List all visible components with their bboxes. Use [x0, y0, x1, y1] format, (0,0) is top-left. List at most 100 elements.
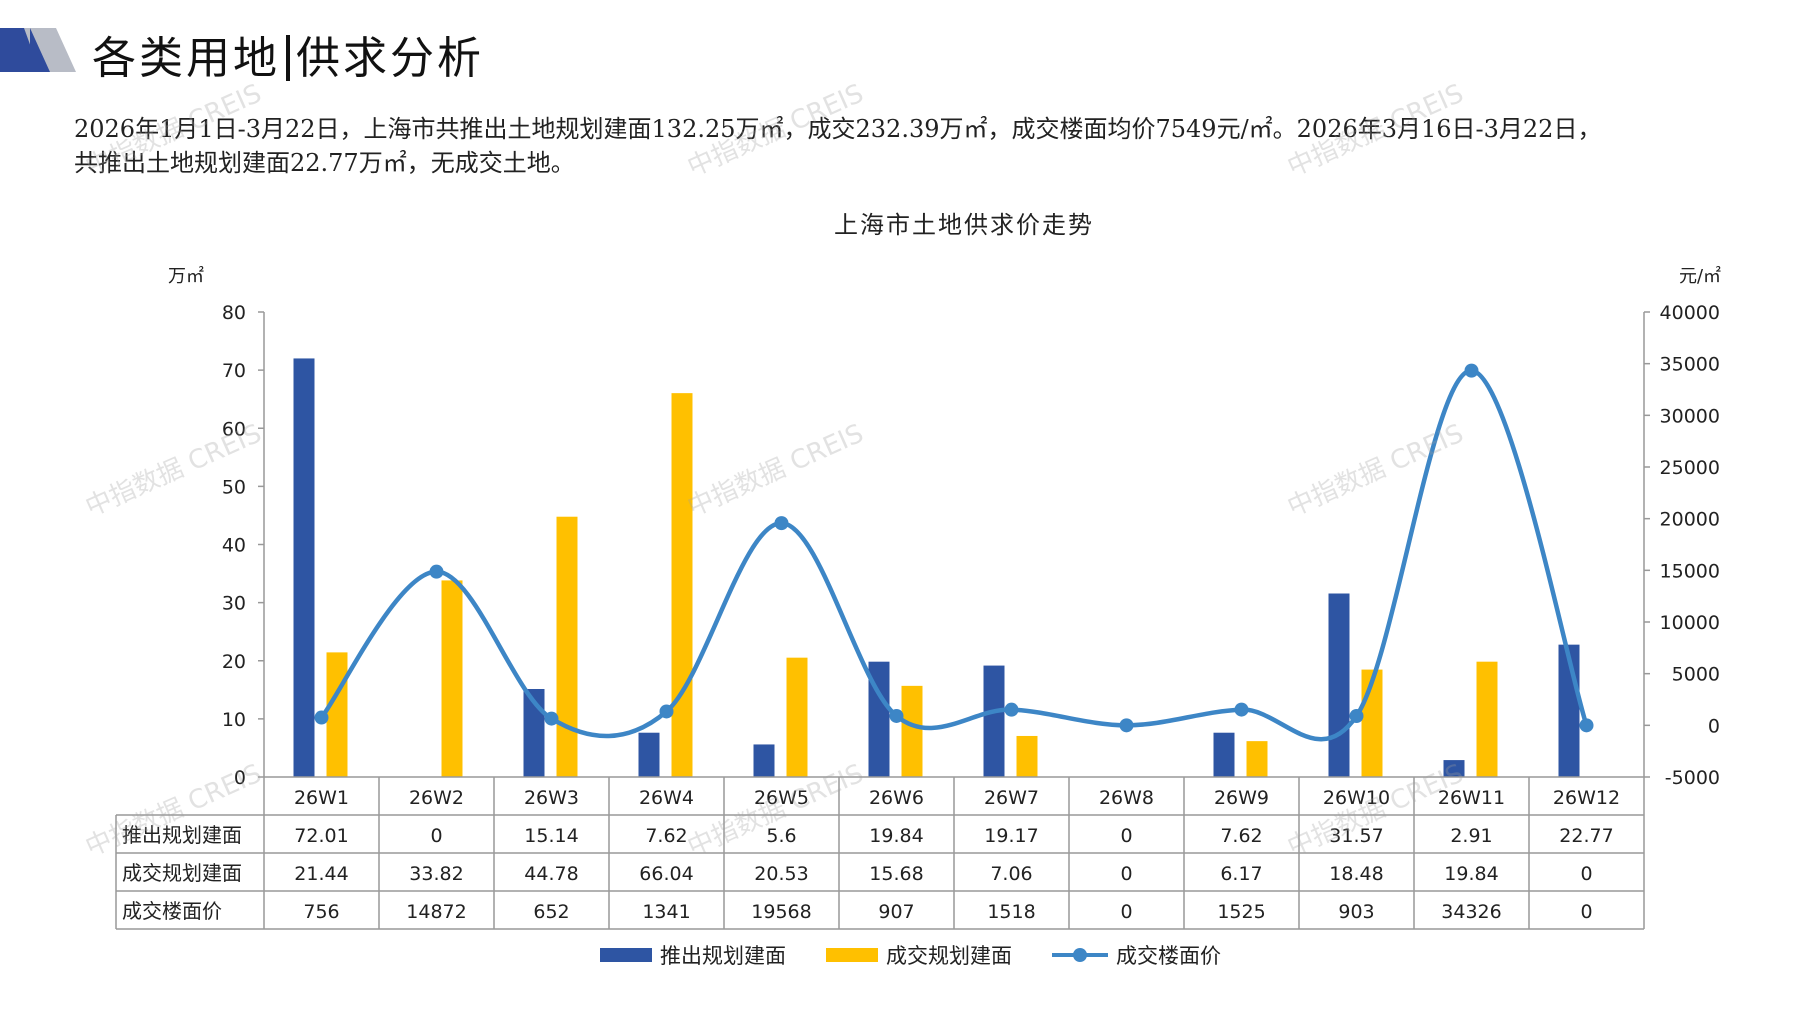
table-cell: 19.84	[869, 825, 923, 847]
table-cell: 903	[1338, 901, 1374, 923]
left-tick-label: 50	[222, 476, 246, 498]
table-cell: 1525	[1217, 901, 1265, 923]
price-point	[1349, 709, 1364, 724]
table-cell: 15.68	[869, 863, 923, 885]
table-cell: 19568	[751, 901, 811, 923]
left-axis-unit: 万㎡	[168, 265, 204, 287]
table-cell: 44.78	[524, 863, 578, 885]
table-cell: 7.62	[645, 825, 687, 847]
left-tick-label: 10	[222, 709, 246, 731]
table-cell: 5.6	[766, 825, 796, 847]
table-cell: 0	[1120, 901, 1132, 923]
price-point	[544, 711, 559, 726]
category-label: 26W6	[869, 787, 924, 809]
right-tick-label: 40000	[1660, 302, 1720, 324]
price-point	[1579, 718, 1594, 733]
table-cell: 0	[1580, 901, 1592, 923]
bar-supply	[1328, 593, 1350, 777]
table-cell: 33.82	[409, 863, 463, 885]
right-tick-label: 0	[1708, 715, 1720, 737]
table-cell: 2.91	[1450, 825, 1492, 847]
table-cell: 7.62	[1220, 825, 1262, 847]
table-cell: 72.01	[294, 825, 348, 847]
table-row-header: 成交规划建面	[122, 861, 242, 885]
right-tick-label: 20000	[1660, 509, 1720, 531]
table-cell: 7.06	[990, 863, 1032, 885]
table-cell: 14872	[406, 901, 466, 923]
bar-deal	[556, 516, 578, 777]
table-cell: 0	[1120, 825, 1132, 847]
table-cell: 907	[878, 901, 914, 923]
table-cell: 19.84	[1444, 863, 1498, 885]
category-label: 26W4	[639, 787, 694, 809]
table-row-header: 推出规划建面	[122, 823, 242, 847]
right-tick-label: 10000	[1660, 612, 1720, 634]
legend-label-price: 成交楼面价	[1116, 944, 1221, 968]
legend-swatch-supply	[600, 948, 652, 962]
table-cell: 0	[1580, 863, 1592, 885]
legend-swatch-deal	[826, 948, 878, 962]
left-tick-label: 20	[222, 651, 246, 673]
summary-line-1: 2026年1月1日-3月22日，上海市共推出土地规划建面132.25万㎡，成交2…	[74, 115, 1602, 143]
category-label: 26W9	[1214, 787, 1269, 809]
legend-label-supply: 推出规划建面	[660, 944, 786, 968]
bar-deal	[786, 657, 808, 777]
left-tick-label: 60	[222, 418, 246, 440]
table-cell: 21.44	[294, 863, 348, 885]
bar-supply	[638, 732, 660, 777]
left-tick-label: 40	[222, 535, 246, 557]
table-cell: 1518	[987, 901, 1035, 923]
bar-supply	[1443, 760, 1465, 777]
category-label: 26W7	[984, 787, 1039, 809]
table-row-header: 成交楼面价	[122, 899, 222, 923]
right-tick-label: 15000	[1660, 560, 1720, 582]
summary-text: 2026年1月1日-3月22日，上海市共推出土地规划建面132.25万㎡，成交2…	[74, 112, 1754, 180]
category-label: 26W11	[1438, 787, 1505, 809]
table-cell: 31.57	[1329, 825, 1383, 847]
table-cell: 18.48	[1329, 863, 1383, 885]
bar-supply	[293, 358, 315, 777]
table-cell: 0	[430, 825, 442, 847]
price-point	[889, 708, 904, 723]
bar-deal	[1476, 661, 1498, 777]
legend-item-price: 成交楼面价	[1052, 940, 1221, 970]
table-cell: 34326	[1441, 901, 1501, 923]
price-line	[319, 368, 1589, 742]
brand-logo	[0, 28, 76, 72]
legend-item-supply: 推出规划建面	[600, 940, 786, 970]
price-point	[659, 704, 674, 719]
category-label: 26W3	[524, 787, 579, 809]
summary-line-2: 共推出土地规划建面22.77万㎡，无成交土地。	[74, 149, 575, 177]
left-tick-label: 30	[222, 593, 246, 615]
chart-title: 上海市土地供求价走势	[834, 211, 1094, 239]
right-tick-label: -5000	[1665, 767, 1720, 789]
bar-deal	[441, 580, 463, 777]
price-point	[774, 516, 789, 531]
price-point	[314, 710, 329, 725]
price-point	[1464, 363, 1479, 378]
legend-swatch-price	[1052, 948, 1108, 962]
legend-item-deal: 成交规划建面	[826, 940, 1012, 970]
right-tick-label: 25000	[1660, 457, 1720, 479]
legend-label-deal: 成交规划建面	[886, 944, 1012, 968]
title-separator	[286, 35, 290, 81]
bar-deal	[1016, 735, 1038, 777]
price-point	[1004, 702, 1019, 717]
bar-deal	[326, 652, 348, 777]
bar-supply	[983, 665, 1005, 777]
table-cell: 652	[533, 901, 569, 923]
bar-deal	[1246, 741, 1268, 777]
price-point	[429, 564, 444, 579]
right-tick-label: 5000	[1672, 664, 1720, 686]
table-cell: 6.17	[1220, 863, 1262, 885]
table-cell: 22.77	[1559, 825, 1613, 847]
category-label: 26W12	[1553, 787, 1620, 809]
price-point	[1119, 718, 1134, 733]
bar-deal	[671, 393, 693, 777]
table-cell: 0	[1120, 863, 1132, 885]
page-title: 各类用地 供求分析	[92, 22, 484, 86]
right-tick-label: 35000	[1660, 354, 1720, 376]
right-axis-unit: 元/㎡	[1679, 265, 1721, 287]
bar-supply	[1213, 732, 1235, 777]
